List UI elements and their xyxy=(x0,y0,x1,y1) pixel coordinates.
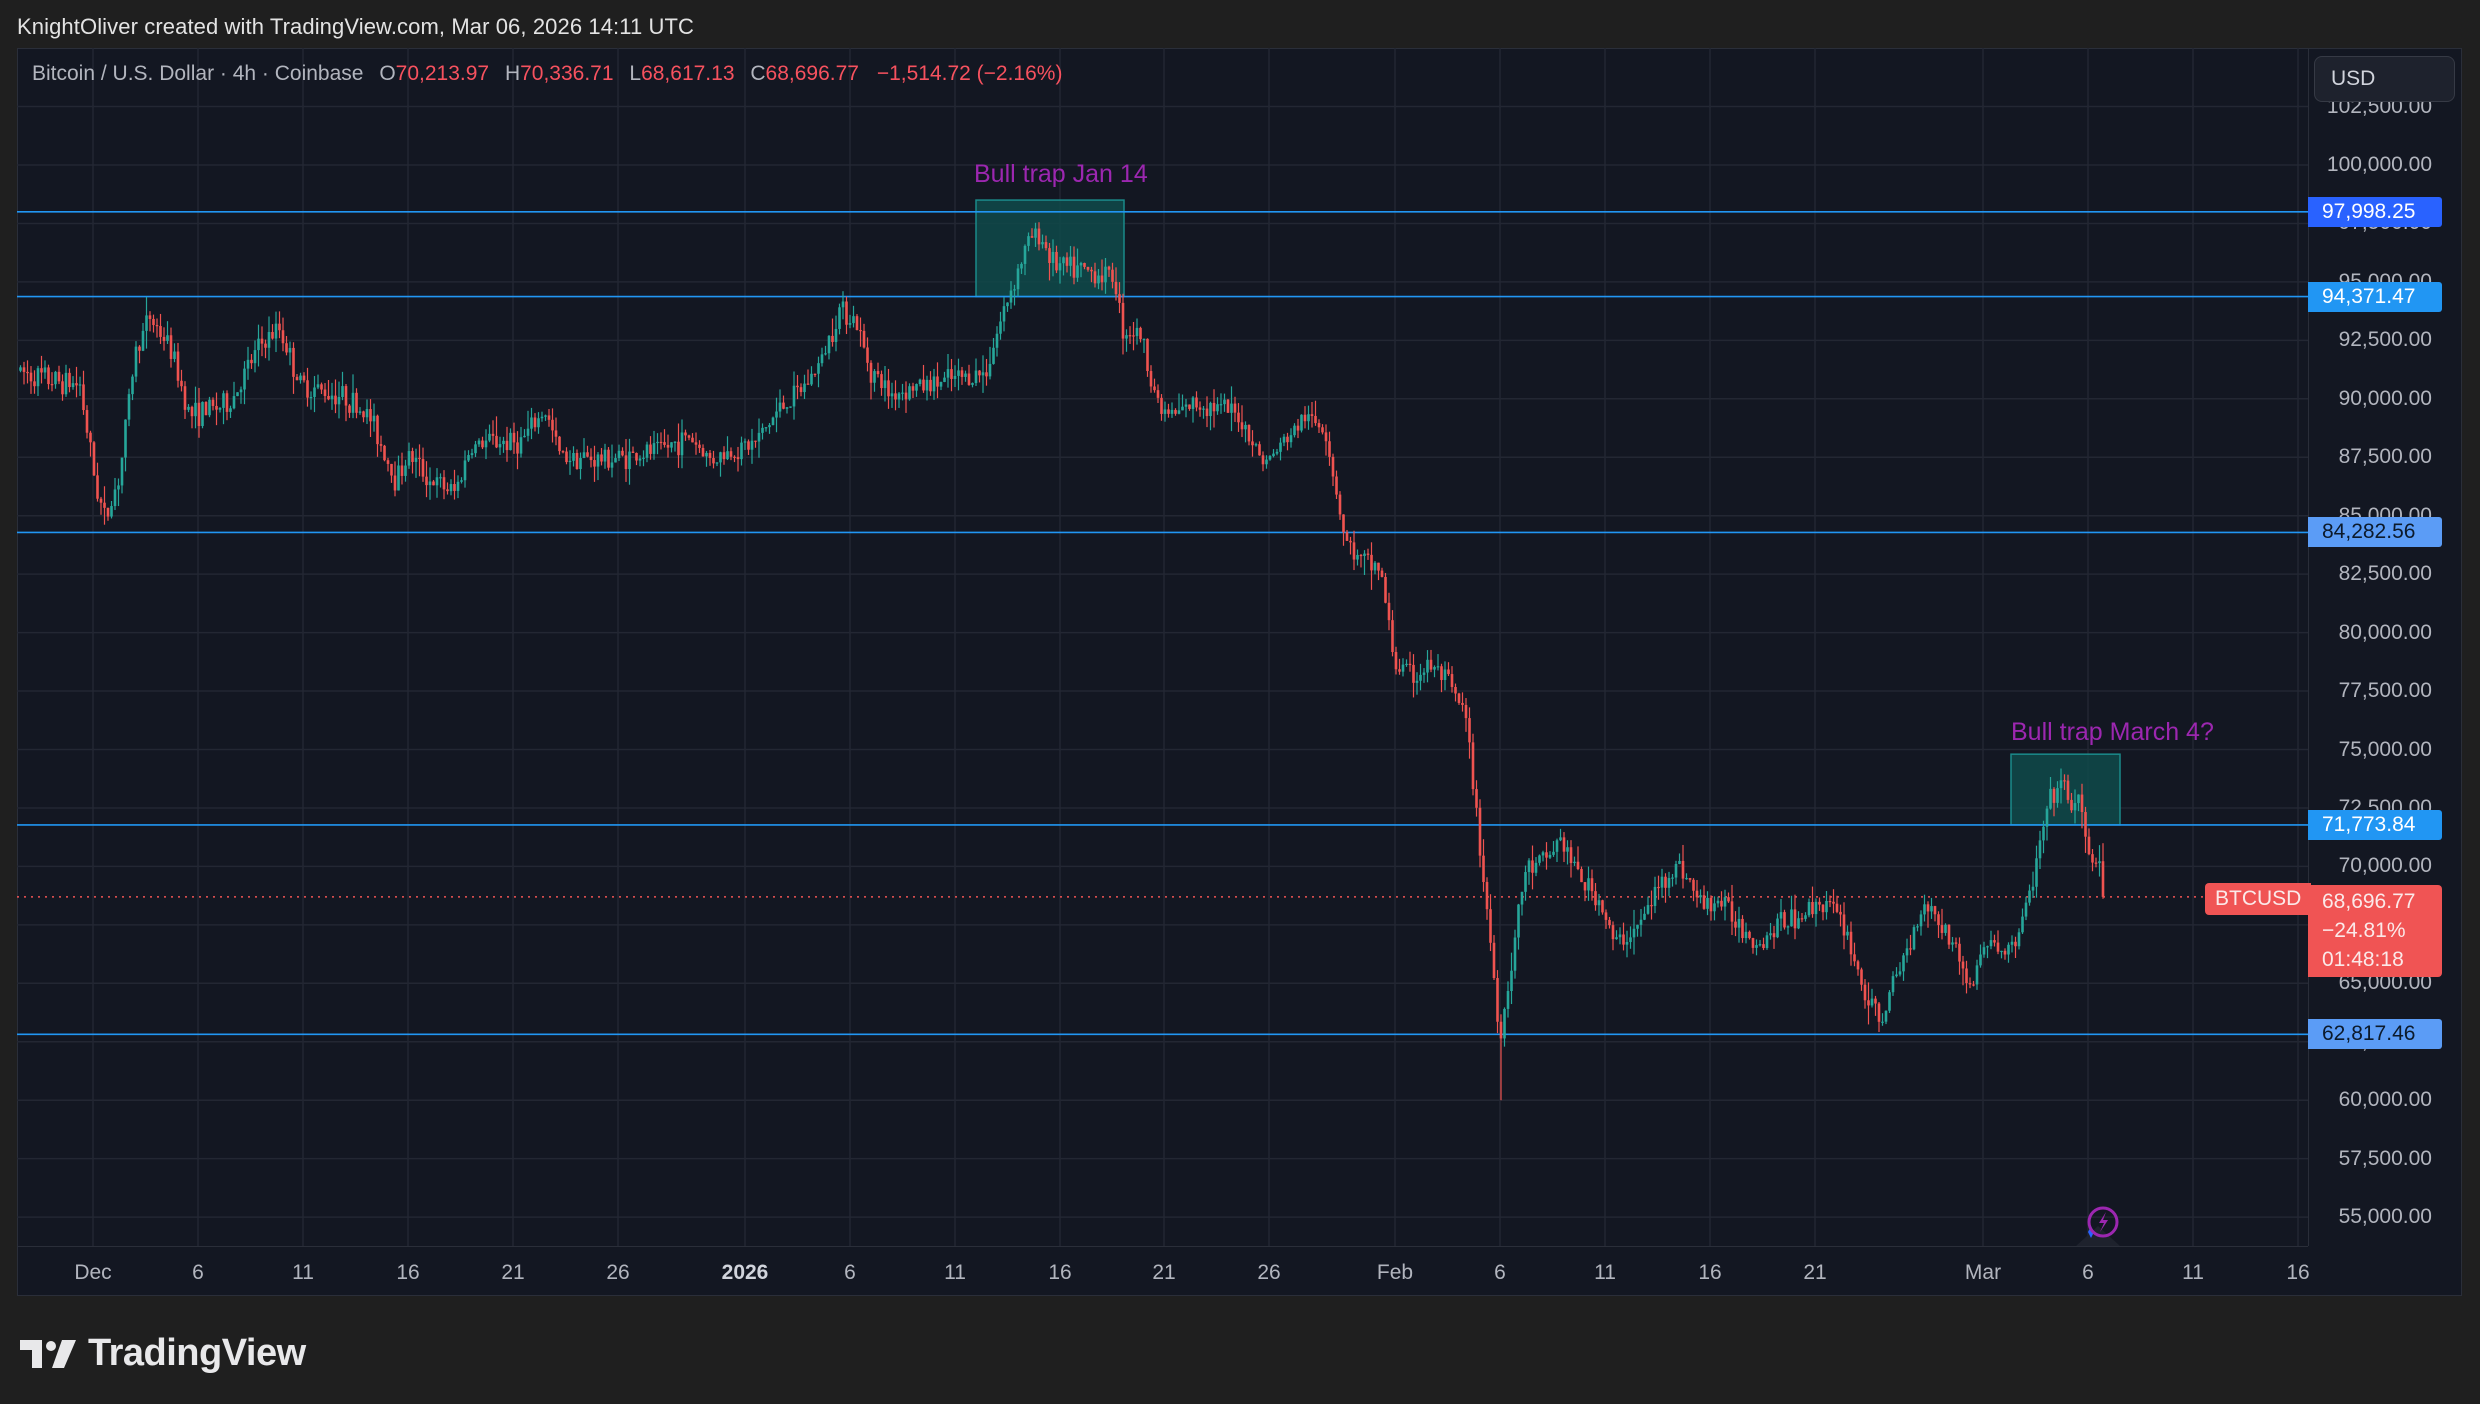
low-key: L xyxy=(629,62,642,85)
annotation-bull-trap-march[interactable]: Bull trap March 4? xyxy=(2011,718,2214,746)
time-tick-label: 6 xyxy=(2082,1261,2094,1284)
chart-credit: KnightOliver created with TradingView.co… xyxy=(17,14,695,39)
time-tick-label: 21 xyxy=(501,1261,525,1284)
symbol-price-tag: BTCUSD xyxy=(2205,883,2312,915)
time-tick-label: 11 xyxy=(292,1261,314,1284)
change-value: −1,514.72 (−2.16%) xyxy=(876,62,1063,85)
time-tick-label: Feb xyxy=(1376,1261,1414,1284)
annotation-bull-trap-jan[interactable]: Bull trap Jan 14 xyxy=(974,160,1148,188)
time-tick-label: 21 xyxy=(1803,1261,1827,1284)
time-tick-label: 16 xyxy=(2286,1261,2310,1284)
price-tick-label: 60,000.00 xyxy=(2338,1088,2432,1112)
current-price-label: 68,696.77 −24.81% 01:48:18 xyxy=(2308,885,2442,977)
time-tick-label: 21 xyxy=(1152,1261,1176,1284)
horizontal-level-label: 84,282.56 xyxy=(2308,517,2442,548)
candlestick-chart xyxy=(17,48,2308,1246)
time-tick-label: 11 xyxy=(1594,1261,1616,1284)
symbol-legend: Bitcoin / U.S. Dollar · 4h · Coinbase O7… xyxy=(32,62,1062,86)
time-tick-label: 16 xyxy=(1048,1261,1072,1284)
chart-frame xyxy=(17,48,2462,1296)
time-tick-label: 16 xyxy=(396,1261,420,1284)
price-tick-label: 100,000.00 xyxy=(2326,153,2432,176)
price-tick-label: 57,500.00 xyxy=(2338,1146,2432,1170)
close-key: C xyxy=(750,62,766,85)
time-tick-label: 26 xyxy=(606,1261,630,1284)
horizontal-level-label: 71,773.84 xyxy=(2308,809,2442,840)
price-tick-label: 55,000.00 xyxy=(2338,1205,2432,1229)
current-price: 68,696.77 xyxy=(2322,890,2416,913)
annotation-box xyxy=(2010,753,2121,826)
time-tick-label: Dec xyxy=(74,1261,112,1284)
price-tick-label: 70,000.00 xyxy=(2338,854,2432,878)
time-tick-label: 16 xyxy=(1698,1261,1722,1284)
price-tick-label: 87,500.00 xyxy=(2338,445,2432,469)
time-tick-label: 11 xyxy=(2182,1261,2204,1284)
price-tick-label: 82,500.00 xyxy=(2338,562,2432,586)
current-change-pct: −24.81% xyxy=(2322,919,2406,942)
horizontal-level-label: 97,998.25 xyxy=(2308,196,2442,227)
price-tick-label: 75,000.00 xyxy=(2338,737,2432,761)
symbol-title[interactable]: Bitcoin / U.S. Dollar · 4h · Coinbase xyxy=(32,62,364,85)
time-tick-label: Mar xyxy=(1964,1261,2002,1284)
badge-ring-icon xyxy=(2087,1206,2119,1238)
chart-plot-area[interactable] xyxy=(17,48,2308,1246)
time-axis[interactable]: Dec 6 11 16 21 26 2026 6 11 16 21 26 Feb 6 11 16 21 Mar 6 1… xyxy=(17,1246,2310,1296)
tradingview-logo[interactable]: TradingView xyxy=(20,1332,306,1375)
sparkle-icon xyxy=(2085,1226,2097,1238)
time-tick-label: 6 xyxy=(1494,1261,1506,1284)
price-tick-label: 65,000.00 xyxy=(2338,971,2432,995)
close-value: 68,696.77 xyxy=(765,62,859,85)
time-tick-label: 2026 xyxy=(721,1261,769,1284)
currency-button[interactable]: USD xyxy=(2314,56,2455,102)
price-tick-label: 80,000.00 xyxy=(2338,620,2432,644)
time-tick-label: 11 xyxy=(944,1261,966,1284)
time-tick-label: 26 xyxy=(1257,1261,1281,1284)
high-key: H xyxy=(504,62,521,85)
price-axis[interactable]: 102,500.00100,000.0097,500.0095,000.0092… xyxy=(2308,48,2462,1246)
open-key: O xyxy=(379,62,396,85)
lightning-icon xyxy=(2099,1212,2108,1232)
assistant-badge[interactable] xyxy=(2068,1202,2128,1246)
bar-countdown: 01:48:18 xyxy=(2322,948,2404,971)
time-tick-label: 6 xyxy=(192,1261,204,1284)
high-value: 70,336.71 xyxy=(520,62,614,85)
brand-name: TradingView xyxy=(88,1332,306,1374)
low-value: 68,617.13 xyxy=(641,62,735,85)
horizontal-level-label: 94,371.47 xyxy=(2308,281,2442,312)
tradingview-logo-icon xyxy=(20,1339,76,1368)
horizontal-level-label: 62,817.46 xyxy=(2308,1019,2442,1050)
open-value: 70,213.97 xyxy=(395,62,490,85)
price-tick-label: 92,500.00 xyxy=(2338,328,2432,352)
time-tick-label: 6 xyxy=(844,1261,856,1284)
price-tick-label: 77,500.00 xyxy=(2338,679,2432,703)
price-tick-label: 90,000.00 xyxy=(2338,386,2432,410)
